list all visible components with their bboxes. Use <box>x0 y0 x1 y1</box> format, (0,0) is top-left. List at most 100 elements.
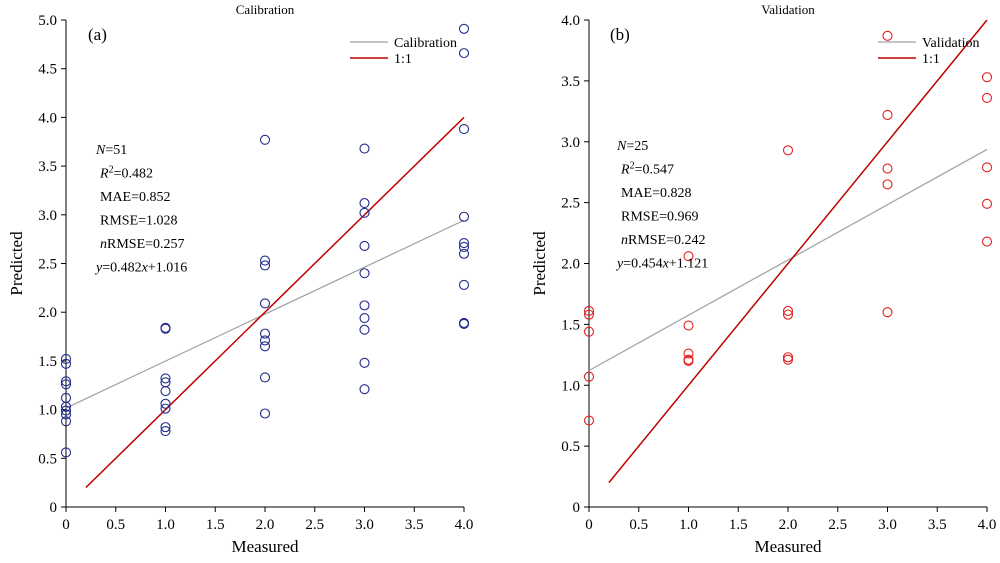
y-tick-label: 1.0 <box>38 403 57 419</box>
data-point <box>60 416 72 427</box>
y-tick-label: 0 <box>573 500 581 516</box>
data-point <box>60 409 72 420</box>
data-point <box>458 124 470 135</box>
y-tick-label: 1.5 <box>38 354 57 370</box>
y-tick-label: 2.5 <box>38 257 57 273</box>
data-point <box>160 373 171 384</box>
chart-panel-b: 0 0.5 1.0 1.5 2.0 2.5 3.0 3.5 4.0 0 0.5 1.0 1.5 2.0 2.… <box>530 2 996 556</box>
data-point <box>458 237 470 249</box>
x-tick-label: 4.0 <box>978 517 997 533</box>
data-point <box>359 312 370 324</box>
data-point <box>160 425 171 437</box>
y-tick-label: 3.0 <box>561 135 580 151</box>
data-point <box>458 23 470 34</box>
data-point <box>782 354 794 365</box>
y-tick-label: 3.5 <box>38 159 57 175</box>
data-point <box>683 348 694 359</box>
y-tick-label: 0 <box>50 500 58 516</box>
data-point <box>359 198 370 209</box>
data-point <box>981 198 993 209</box>
data-point <box>259 341 271 352</box>
x-tick-label: 0 <box>585 517 593 533</box>
panel-label: (b) <box>610 25 630 44</box>
x-tick-label: 3.5 <box>928 517 947 533</box>
data-point <box>458 211 470 222</box>
data-point <box>359 268 370 279</box>
data-point <box>458 279 470 290</box>
stat-line: nRMSE=0.257 <box>100 237 185 252</box>
x-tick-label: 3.0 <box>355 517 374 533</box>
data-point <box>60 405 72 416</box>
y-tick-label: 5.0 <box>38 13 57 29</box>
data-point <box>981 92 993 103</box>
data-point <box>583 305 595 317</box>
x-tick-label: 2.5 <box>828 517 847 533</box>
data-point <box>583 415 595 426</box>
data-point <box>359 324 370 335</box>
x-tick-label: 3.0 <box>878 517 897 533</box>
stat-line: MAE=0.828 <box>621 186 692 201</box>
x-tick-label: 3.5 <box>405 517 424 533</box>
data-point <box>782 309 794 320</box>
data-point <box>359 384 370 395</box>
x-tick-label: 0.5 <box>629 517 648 533</box>
stat-line: N=25 <box>616 139 648 154</box>
x-axis-label: Measured <box>231 537 299 556</box>
x-tick-label: 1.0 <box>156 517 175 533</box>
data-point <box>359 207 370 218</box>
y-tick-label: 3.0 <box>38 208 57 224</box>
data-point <box>60 353 72 365</box>
x-tick-label: 0.5 <box>106 517 125 533</box>
data-point <box>60 401 72 412</box>
y-tick-label: 2.5 <box>561 196 580 212</box>
data-point <box>882 307 893 318</box>
data-point <box>458 241 470 252</box>
y-tick-label: 4.5 <box>38 62 57 78</box>
y-tick-label: 4.0 <box>38 110 57 126</box>
y-tick-label: 1.5 <box>561 317 580 333</box>
stat-line: RMSE=0.969 <box>621 210 699 225</box>
legend-label-oneone: 1:1 <box>394 52 412 67</box>
data-point <box>359 143 370 154</box>
x-tick-label: 2.0 <box>779 517 798 533</box>
data-point <box>259 408 271 419</box>
stat-line: R2=0.482 <box>99 164 153 182</box>
data-point <box>583 309 595 320</box>
x-tick-label: 1.5 <box>206 517 225 533</box>
y-tick-label: 2.0 <box>38 305 57 321</box>
legend-label-fit: Validation <box>922 36 980 51</box>
data-point <box>60 379 72 390</box>
y-tick-label: 0.5 <box>561 439 580 455</box>
stat-line: RMSE=1.028 <box>100 214 178 229</box>
data-point <box>683 251 694 262</box>
chart-title: Calibration <box>236 2 295 17</box>
data-point <box>782 145 794 156</box>
data-point <box>882 30 893 41</box>
data-point <box>359 300 370 311</box>
data-point <box>259 260 271 271</box>
legend-label-fit: Calibration <box>394 36 457 51</box>
chart-title: Validation <box>761 2 815 17</box>
regression-line <box>65 219 465 409</box>
data-point <box>981 236 993 247</box>
stat-line: y=0.454x+1.121 <box>615 257 708 272</box>
data-point <box>458 48 470 59</box>
data-point <box>882 109 893 121</box>
y-axis-label: Predicted <box>7 231 26 296</box>
chart-panel-a: 0 0.5 1.0 1.5 2.0 2.5 3.0 3.5 4.0 0 0.5 1.0 1.5 2.0 2.… <box>7 2 473 556</box>
x-tick-label: 2.0 <box>256 517 275 533</box>
data-point <box>259 255 271 266</box>
data-point <box>782 305 794 317</box>
panel-label: (a) <box>88 25 107 44</box>
data-point <box>683 320 694 331</box>
data-point <box>458 318 470 329</box>
stat-line: y=0.482x+1.016 <box>94 261 187 276</box>
data-point <box>160 422 171 433</box>
y-tick-label: 4.0 <box>561 13 580 29</box>
data-point <box>160 403 171 414</box>
data-point <box>259 328 271 339</box>
x-tick-label: 0 <box>62 517 70 533</box>
data-point <box>259 372 271 383</box>
x-tick-label: 2.5 <box>305 517 324 533</box>
y-tick-label: 0.5 <box>38 451 57 467</box>
